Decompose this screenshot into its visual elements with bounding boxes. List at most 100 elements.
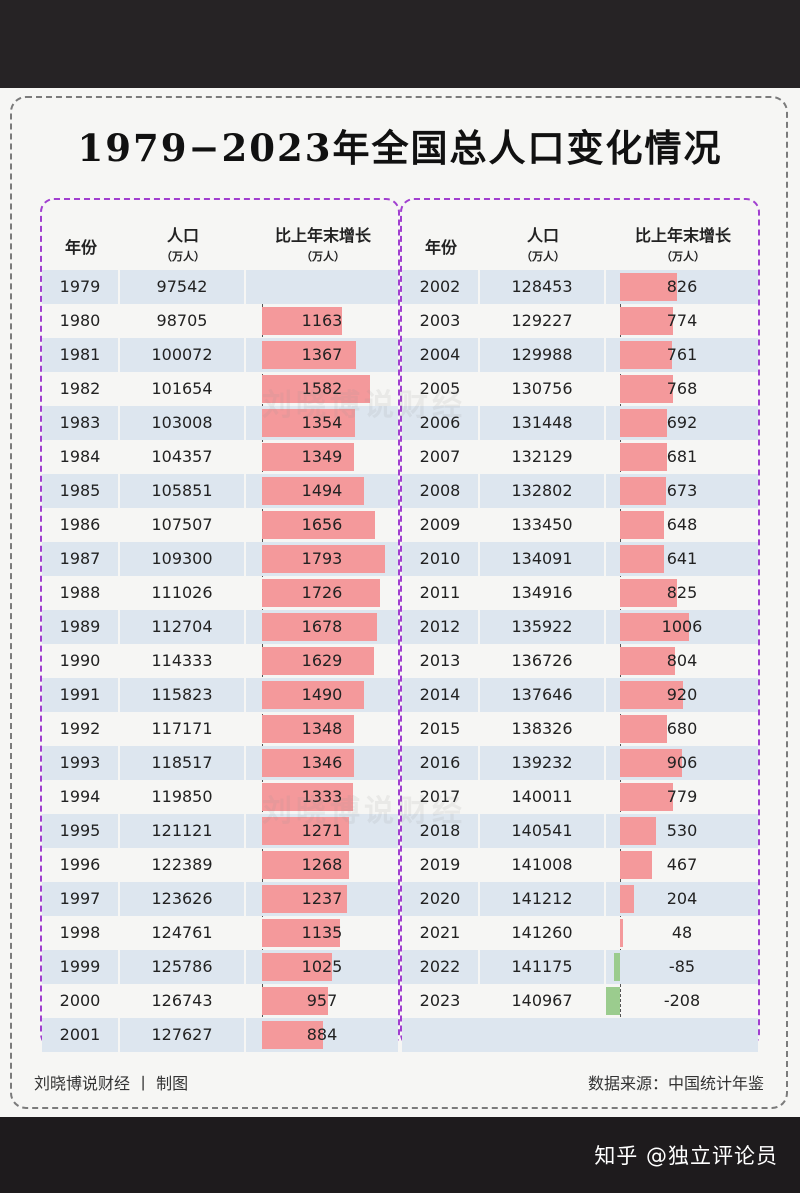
header-year-label: 年份 bbox=[64, 238, 97, 257]
year-cell: 1999 bbox=[59, 957, 101, 976]
year-cell: 1990 bbox=[59, 651, 101, 670]
year-cell: 2002 bbox=[419, 277, 461, 296]
column-separator bbox=[244, 780, 246, 814]
table-row: 2003 129227 774 bbox=[402, 304, 758, 338]
column-separator bbox=[118, 610, 120, 644]
column-separator bbox=[478, 270, 480, 304]
column-separator bbox=[478, 848, 480, 882]
population-cell: 134916 bbox=[511, 583, 573, 602]
year-cell: 1994 bbox=[59, 787, 101, 806]
growth-value-label: 1367 bbox=[301, 345, 343, 364]
column-separator bbox=[478, 576, 480, 610]
growth-bar bbox=[262, 613, 377, 641]
growth-value-label: 1348 bbox=[301, 719, 343, 738]
population-cell: 121121 bbox=[151, 821, 213, 840]
year-cell: 1981 bbox=[59, 345, 101, 364]
table-row: 1987 109300 1793 bbox=[42, 542, 398, 576]
footer-source: 数据来源：中国统计年鉴 bbox=[587, 1074, 764, 1093]
column-separator bbox=[478, 610, 480, 644]
year-cell: 1993 bbox=[59, 753, 101, 772]
header-growth: 比上年末增长 （万人） bbox=[246, 222, 400, 264]
growth-value-label: 825 bbox=[666, 583, 698, 602]
table-row: 1997 123626 1237 bbox=[42, 882, 398, 916]
table-row: 2022 141175 -85 bbox=[402, 950, 758, 984]
year-cell: 1980 bbox=[59, 311, 101, 330]
header-population-unit: （万人） bbox=[521, 250, 565, 263]
table-row: 1991 115823 1490 bbox=[42, 678, 398, 712]
population-cell: 114333 bbox=[151, 651, 213, 670]
growth-value-label: 1237 bbox=[301, 889, 343, 908]
table-row: 2012 135922 1006 bbox=[402, 610, 758, 644]
population-cell: 104357 bbox=[151, 447, 213, 466]
growth-bar bbox=[262, 1021, 323, 1049]
column-separator bbox=[244, 984, 246, 1018]
growth-value-label: 826 bbox=[666, 277, 698, 296]
population-cell: 129988 bbox=[511, 345, 573, 364]
population-cell: 134091 bbox=[511, 549, 573, 568]
population-cell: 140967 bbox=[511, 991, 573, 1010]
growth-bar bbox=[262, 545, 385, 573]
population-cell: 140541 bbox=[511, 821, 573, 840]
header-growth-label: 比上年末增长 bbox=[634, 226, 731, 245]
table-row: 1980 98705 1163 bbox=[42, 304, 398, 338]
header-population: 人口 （万人） bbox=[480, 222, 606, 264]
growth-value-label bbox=[246, 270, 398, 304]
growth-bar bbox=[620, 681, 684, 709]
growth-value-label: 1025 bbox=[301, 957, 343, 976]
population-cell: 129227 bbox=[511, 311, 573, 330]
column-separator bbox=[478, 372, 480, 406]
growth-bar bbox=[262, 307, 342, 335]
column-separator bbox=[478, 440, 480, 474]
growth-value-label: 530 bbox=[666, 821, 698, 840]
column-separator bbox=[604, 678, 606, 712]
growth-value-label: 1793 bbox=[301, 549, 343, 568]
growth-value-label: 1494 bbox=[301, 481, 343, 500]
column-separator bbox=[244, 338, 246, 372]
header-year: 年份 bbox=[42, 234, 120, 258]
year-cell: 1997 bbox=[59, 889, 101, 908]
growth-value-label: -208 bbox=[663, 991, 701, 1010]
column-separator bbox=[244, 882, 246, 916]
growth-value-label: 648 bbox=[666, 515, 698, 534]
growth-bar bbox=[262, 375, 371, 403]
column-separator bbox=[478, 406, 480, 440]
column-separator bbox=[604, 304, 606, 338]
header-year: 年份 bbox=[402, 234, 480, 258]
year-cell: 1989 bbox=[59, 617, 101, 636]
population-cell: 132802 bbox=[511, 481, 573, 500]
header-population-unit: （万人） bbox=[161, 250, 205, 263]
column-separator bbox=[118, 576, 120, 610]
growth-bar bbox=[620, 851, 652, 879]
table-row: 1988 111026 1726 bbox=[42, 576, 398, 610]
table-row: 1995 121121 1271 bbox=[42, 814, 398, 848]
year-cell: 2018 bbox=[419, 821, 461, 840]
table-row: 1996 122389 1268 bbox=[42, 848, 398, 882]
growth-bar bbox=[620, 477, 667, 505]
growth-value-label: 1726 bbox=[301, 583, 343, 602]
column-separator bbox=[244, 508, 246, 542]
table-row: 2002 128453 826 bbox=[402, 270, 758, 304]
chart-card: 1979−2023年全国总人口变化情况 年份 人口 （万人） 比上年末增长 （万人） 19… bbox=[0, 88, 800, 1117]
growth-bar bbox=[620, 545, 664, 573]
column-separator bbox=[244, 542, 246, 576]
table-row: 1998 124761 1135 bbox=[42, 916, 398, 950]
column-separator bbox=[604, 712, 606, 746]
column-separator bbox=[244, 474, 246, 508]
growth-value-label: 1271 bbox=[301, 821, 343, 840]
population-cell: 139232 bbox=[511, 753, 573, 772]
growth-bar bbox=[605, 987, 620, 1015]
growth-value-label: 1135 bbox=[301, 923, 343, 942]
column-separator bbox=[604, 406, 606, 440]
column-separator bbox=[604, 814, 606, 848]
growth-value-label: 884 bbox=[306, 1025, 338, 1044]
year-cell: 2023 bbox=[419, 991, 461, 1010]
growth-bar bbox=[620, 817, 657, 845]
year-cell: 1985 bbox=[59, 481, 101, 500]
growth-bar bbox=[262, 341, 356, 369]
growth-bar bbox=[620, 647, 676, 675]
population-cell: 131448 bbox=[511, 413, 573, 432]
table-row: 2020 141212 204 bbox=[402, 882, 758, 916]
column-separator bbox=[478, 678, 480, 712]
growth-bar bbox=[620, 919, 624, 947]
column-separator bbox=[244, 678, 246, 712]
